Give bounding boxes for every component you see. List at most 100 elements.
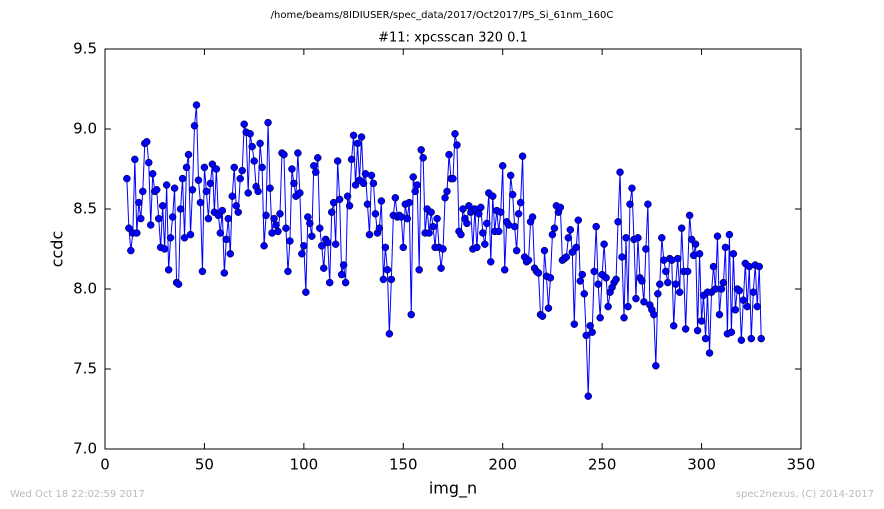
data-point [250,157,258,165]
data-point [550,224,559,232]
data-point [626,200,634,208]
data-point [214,211,223,220]
data-line [126,104,762,397]
data-point [715,310,724,319]
data-point [453,141,461,149]
data-point [365,230,374,239]
data-point [705,349,714,357]
data-point [457,230,465,239]
data-point [755,262,763,271]
data-point [180,234,189,242]
data-point [411,187,419,196]
data-point [512,246,521,255]
data-point [369,179,378,188]
data-point [514,210,523,218]
data-point [170,184,179,192]
data-point [616,168,624,176]
data-point [351,181,360,189]
data-point [232,202,240,210]
data-point [254,187,262,196]
data-point [620,314,628,322]
data-point [256,139,264,148]
data-point [314,154,322,162]
data-point [319,264,328,272]
y-tick-label: 8.5 [73,200,97,218]
y-tick-label: 9.5 [73,40,97,58]
data-point [628,184,636,192]
data-point [282,224,290,232]
data-point [487,258,495,266]
data-point [576,277,585,285]
data-point [238,166,246,175]
data-point [437,264,445,272]
data-point [224,214,233,223]
data-point [131,155,139,164]
data-point [622,234,630,242]
data-point [304,213,312,221]
data-point [433,214,441,223]
data-point [298,250,306,258]
data-point [146,221,155,229]
data-point [166,234,175,242]
data-point [218,206,227,215]
data-point [675,288,684,296]
data-point [413,181,421,189]
data-point [178,174,187,183]
data-point [713,232,722,240]
data-point [186,230,195,239]
data-point [288,165,296,173]
data-point [518,152,527,160]
data-point [475,210,483,218]
data-point [510,222,519,231]
data-point [618,253,626,261]
data-point [614,218,622,226]
data-point [731,306,740,314]
data-point [524,256,533,264]
data-point [353,139,362,148]
data-point [158,202,167,210]
data-point [240,120,248,128]
data-point [294,149,302,157]
data-point [683,267,692,276]
x-axis-label: img_n [429,479,477,499]
data-point [331,240,340,248]
data-point [417,146,425,154]
data-point [337,270,346,279]
data-point [753,302,762,311]
data-point [582,331,590,340]
data-point [483,219,491,228]
data-point [216,229,225,237]
data-point [735,286,744,295]
data-point [658,234,666,242]
data-point [596,314,604,322]
data-point [274,227,282,236]
data-point [473,243,481,252]
suptitle: /home/beams/8IDIUSER/spec_data/2017/Oct2… [271,10,614,21]
data-point [671,280,680,288]
data-point [391,194,400,202]
data-point [264,118,272,127]
x-tick-label: 50 [195,456,214,474]
data-point [737,336,746,344]
data-point [385,330,394,338]
data-point [451,130,459,138]
data-point [516,198,525,207]
data-point [367,171,376,180]
data-point [634,234,642,242]
data-point [638,277,646,285]
x-tick-label: 0 [100,456,110,474]
data-point [184,150,193,159]
data-point [564,234,573,242]
data-point [162,181,171,189]
data-point [427,208,435,216]
data-point [377,197,386,205]
data-point [208,160,217,168]
data-point [168,213,177,221]
data-point [379,275,388,284]
data-point [190,122,199,130]
data-point [640,298,648,306]
data-point [496,208,505,216]
data-point [323,238,332,247]
data-point [345,202,354,210]
data-point [148,170,157,178]
